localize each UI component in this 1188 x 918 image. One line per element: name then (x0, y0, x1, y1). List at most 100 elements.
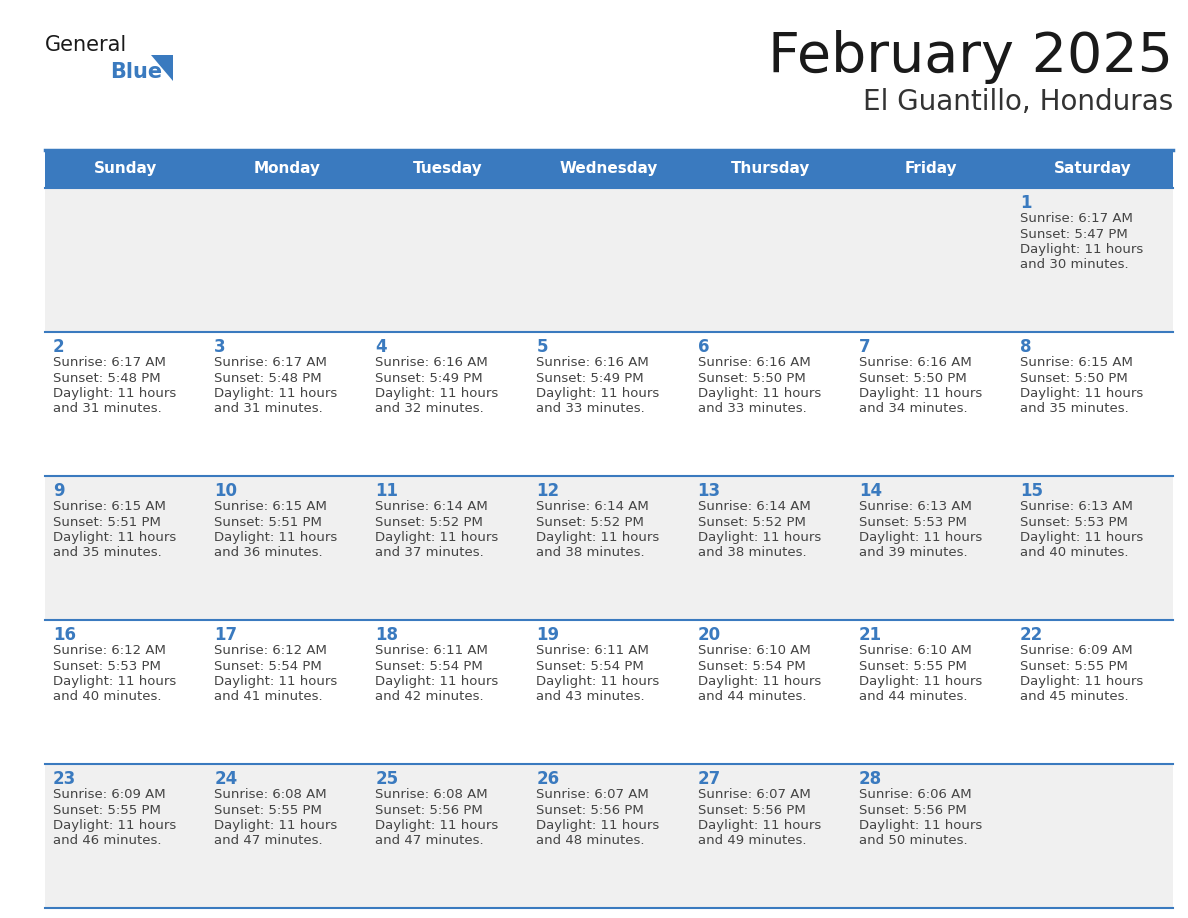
Text: Sunset: 5:54 PM: Sunset: 5:54 PM (537, 659, 644, 673)
Text: and 31 minutes.: and 31 minutes. (214, 402, 323, 416)
Text: Sunrise: 6:12 AM: Sunrise: 6:12 AM (214, 644, 327, 657)
Text: Daylight: 11 hours: Daylight: 11 hours (53, 387, 176, 400)
Text: Sunrise: 6:14 AM: Sunrise: 6:14 AM (697, 500, 810, 513)
Text: February 2025: February 2025 (767, 30, 1173, 84)
Text: and 44 minutes.: and 44 minutes. (859, 690, 967, 703)
Text: Sunrise: 6:17 AM: Sunrise: 6:17 AM (53, 356, 166, 369)
Text: Sunset: 5:51 PM: Sunset: 5:51 PM (214, 516, 322, 529)
Text: Sunset: 5:54 PM: Sunset: 5:54 PM (214, 659, 322, 673)
Text: and 33 minutes.: and 33 minutes. (537, 402, 645, 416)
Text: Sunset: 5:53 PM: Sunset: 5:53 PM (1019, 516, 1127, 529)
Text: 19: 19 (537, 626, 560, 644)
Text: Sunset: 5:47 PM: Sunset: 5:47 PM (1019, 228, 1127, 241)
Text: Blue: Blue (110, 62, 162, 82)
Text: 6: 6 (697, 338, 709, 356)
Text: 24: 24 (214, 770, 238, 788)
Text: 25: 25 (375, 770, 398, 788)
Text: Daylight: 11 hours: Daylight: 11 hours (1019, 531, 1143, 544)
Text: Sunrise: 6:07 AM: Sunrise: 6:07 AM (697, 788, 810, 801)
Text: 22: 22 (1019, 626, 1043, 644)
Text: Wednesday: Wednesday (560, 162, 658, 176)
Text: Sunrise: 6:08 AM: Sunrise: 6:08 AM (375, 788, 488, 801)
Text: Sunset: 5:54 PM: Sunset: 5:54 PM (375, 659, 484, 673)
Text: General: General (45, 35, 127, 55)
Text: and 50 minutes.: and 50 minutes. (859, 834, 967, 847)
Text: and 30 minutes.: and 30 minutes. (1019, 259, 1129, 272)
Bar (45, 620, 1173, 764)
Text: Daylight: 11 hours: Daylight: 11 hours (859, 819, 982, 832)
Text: Sunrise: 6:12 AM: Sunrise: 6:12 AM (53, 644, 166, 657)
Text: El Guantillo, Honduras: El Guantillo, Honduras (862, 88, 1173, 116)
Text: Sunrise: 6:13 AM: Sunrise: 6:13 AM (1019, 500, 1132, 513)
Text: Sunrise: 6:15 AM: Sunrise: 6:15 AM (1019, 356, 1132, 369)
Text: and 38 minutes.: and 38 minutes. (697, 546, 807, 559)
Text: Sunset: 5:50 PM: Sunset: 5:50 PM (697, 372, 805, 385)
Text: Sunrise: 6:08 AM: Sunrise: 6:08 AM (214, 788, 327, 801)
Text: 5: 5 (537, 338, 548, 356)
Text: and 31 minutes.: and 31 minutes. (53, 402, 162, 416)
Text: Daylight: 11 hours: Daylight: 11 hours (537, 387, 659, 400)
Text: and 38 minutes.: and 38 minutes. (537, 546, 645, 559)
Text: and 39 minutes.: and 39 minutes. (859, 546, 967, 559)
Text: Friday: Friday (905, 162, 958, 176)
Text: Sunset: 5:49 PM: Sunset: 5:49 PM (375, 372, 482, 385)
Text: and 46 minutes.: and 46 minutes. (53, 834, 162, 847)
Text: 4: 4 (375, 338, 387, 356)
Text: Sunrise: 6:09 AM: Sunrise: 6:09 AM (53, 788, 165, 801)
Text: Sunset: 5:52 PM: Sunset: 5:52 PM (537, 516, 644, 529)
Text: Sunset: 5:52 PM: Sunset: 5:52 PM (697, 516, 805, 529)
Text: Daylight: 11 hours: Daylight: 11 hours (697, 531, 821, 544)
Text: 16: 16 (53, 626, 76, 644)
Text: and 41 minutes.: and 41 minutes. (214, 690, 323, 703)
Text: 7: 7 (859, 338, 871, 356)
Text: and 49 minutes.: and 49 minutes. (697, 834, 807, 847)
Text: 17: 17 (214, 626, 238, 644)
Text: Sunset: 5:50 PM: Sunset: 5:50 PM (859, 372, 967, 385)
Text: Sunrise: 6:15 AM: Sunrise: 6:15 AM (53, 500, 166, 513)
Text: Thursday: Thursday (731, 162, 810, 176)
Text: 20: 20 (697, 626, 721, 644)
Text: Daylight: 11 hours: Daylight: 11 hours (375, 819, 499, 832)
Text: 9: 9 (53, 482, 64, 500)
Text: and 47 minutes.: and 47 minutes. (214, 834, 323, 847)
Text: Sunrise: 6:15 AM: Sunrise: 6:15 AM (214, 500, 327, 513)
Text: 12: 12 (537, 482, 560, 500)
Text: and 44 minutes.: and 44 minutes. (697, 690, 807, 703)
Text: 8: 8 (1019, 338, 1031, 356)
Text: and 47 minutes.: and 47 minutes. (375, 834, 484, 847)
Text: Sunset: 5:48 PM: Sunset: 5:48 PM (214, 372, 322, 385)
Text: and 32 minutes.: and 32 minutes. (375, 402, 484, 416)
Polygon shape (151, 55, 173, 81)
Text: Daylight: 11 hours: Daylight: 11 hours (375, 531, 499, 544)
Text: 26: 26 (537, 770, 560, 788)
Text: and 43 minutes.: and 43 minutes. (537, 690, 645, 703)
Text: Sunrise: 6:16 AM: Sunrise: 6:16 AM (537, 356, 649, 369)
Text: Sunrise: 6:14 AM: Sunrise: 6:14 AM (537, 500, 649, 513)
Text: 18: 18 (375, 626, 398, 644)
Text: Saturday: Saturday (1054, 162, 1131, 176)
Text: Sunrise: 6:11 AM: Sunrise: 6:11 AM (537, 644, 650, 657)
Text: Daylight: 11 hours: Daylight: 11 hours (537, 675, 659, 688)
Text: 14: 14 (859, 482, 881, 500)
Text: Sunset: 5:50 PM: Sunset: 5:50 PM (1019, 372, 1127, 385)
Text: and 40 minutes.: and 40 minutes. (53, 690, 162, 703)
Text: Sunset: 5:48 PM: Sunset: 5:48 PM (53, 372, 160, 385)
Text: Daylight: 11 hours: Daylight: 11 hours (697, 675, 821, 688)
Text: Sunrise: 6:17 AM: Sunrise: 6:17 AM (1019, 212, 1132, 225)
Text: and 45 minutes.: and 45 minutes. (1019, 690, 1129, 703)
Text: Sunrise: 6:13 AM: Sunrise: 6:13 AM (859, 500, 972, 513)
Bar (45, 332, 1173, 476)
Text: Daylight: 11 hours: Daylight: 11 hours (537, 819, 659, 832)
Text: and 33 minutes.: and 33 minutes. (697, 402, 807, 416)
Text: Sunset: 5:54 PM: Sunset: 5:54 PM (697, 659, 805, 673)
Text: Daylight: 11 hours: Daylight: 11 hours (53, 675, 176, 688)
Text: Sunset: 5:49 PM: Sunset: 5:49 PM (537, 372, 644, 385)
Text: Sunset: 5:56 PM: Sunset: 5:56 PM (859, 803, 967, 816)
Text: Daylight: 11 hours: Daylight: 11 hours (214, 531, 337, 544)
Text: and 37 minutes.: and 37 minutes. (375, 546, 484, 559)
Text: Sunrise: 6:09 AM: Sunrise: 6:09 AM (1019, 644, 1132, 657)
Text: Sunrise: 6:14 AM: Sunrise: 6:14 AM (375, 500, 488, 513)
Text: 10: 10 (214, 482, 238, 500)
Text: Daylight: 11 hours: Daylight: 11 hours (214, 387, 337, 400)
Text: Daylight: 11 hours: Daylight: 11 hours (859, 387, 982, 400)
